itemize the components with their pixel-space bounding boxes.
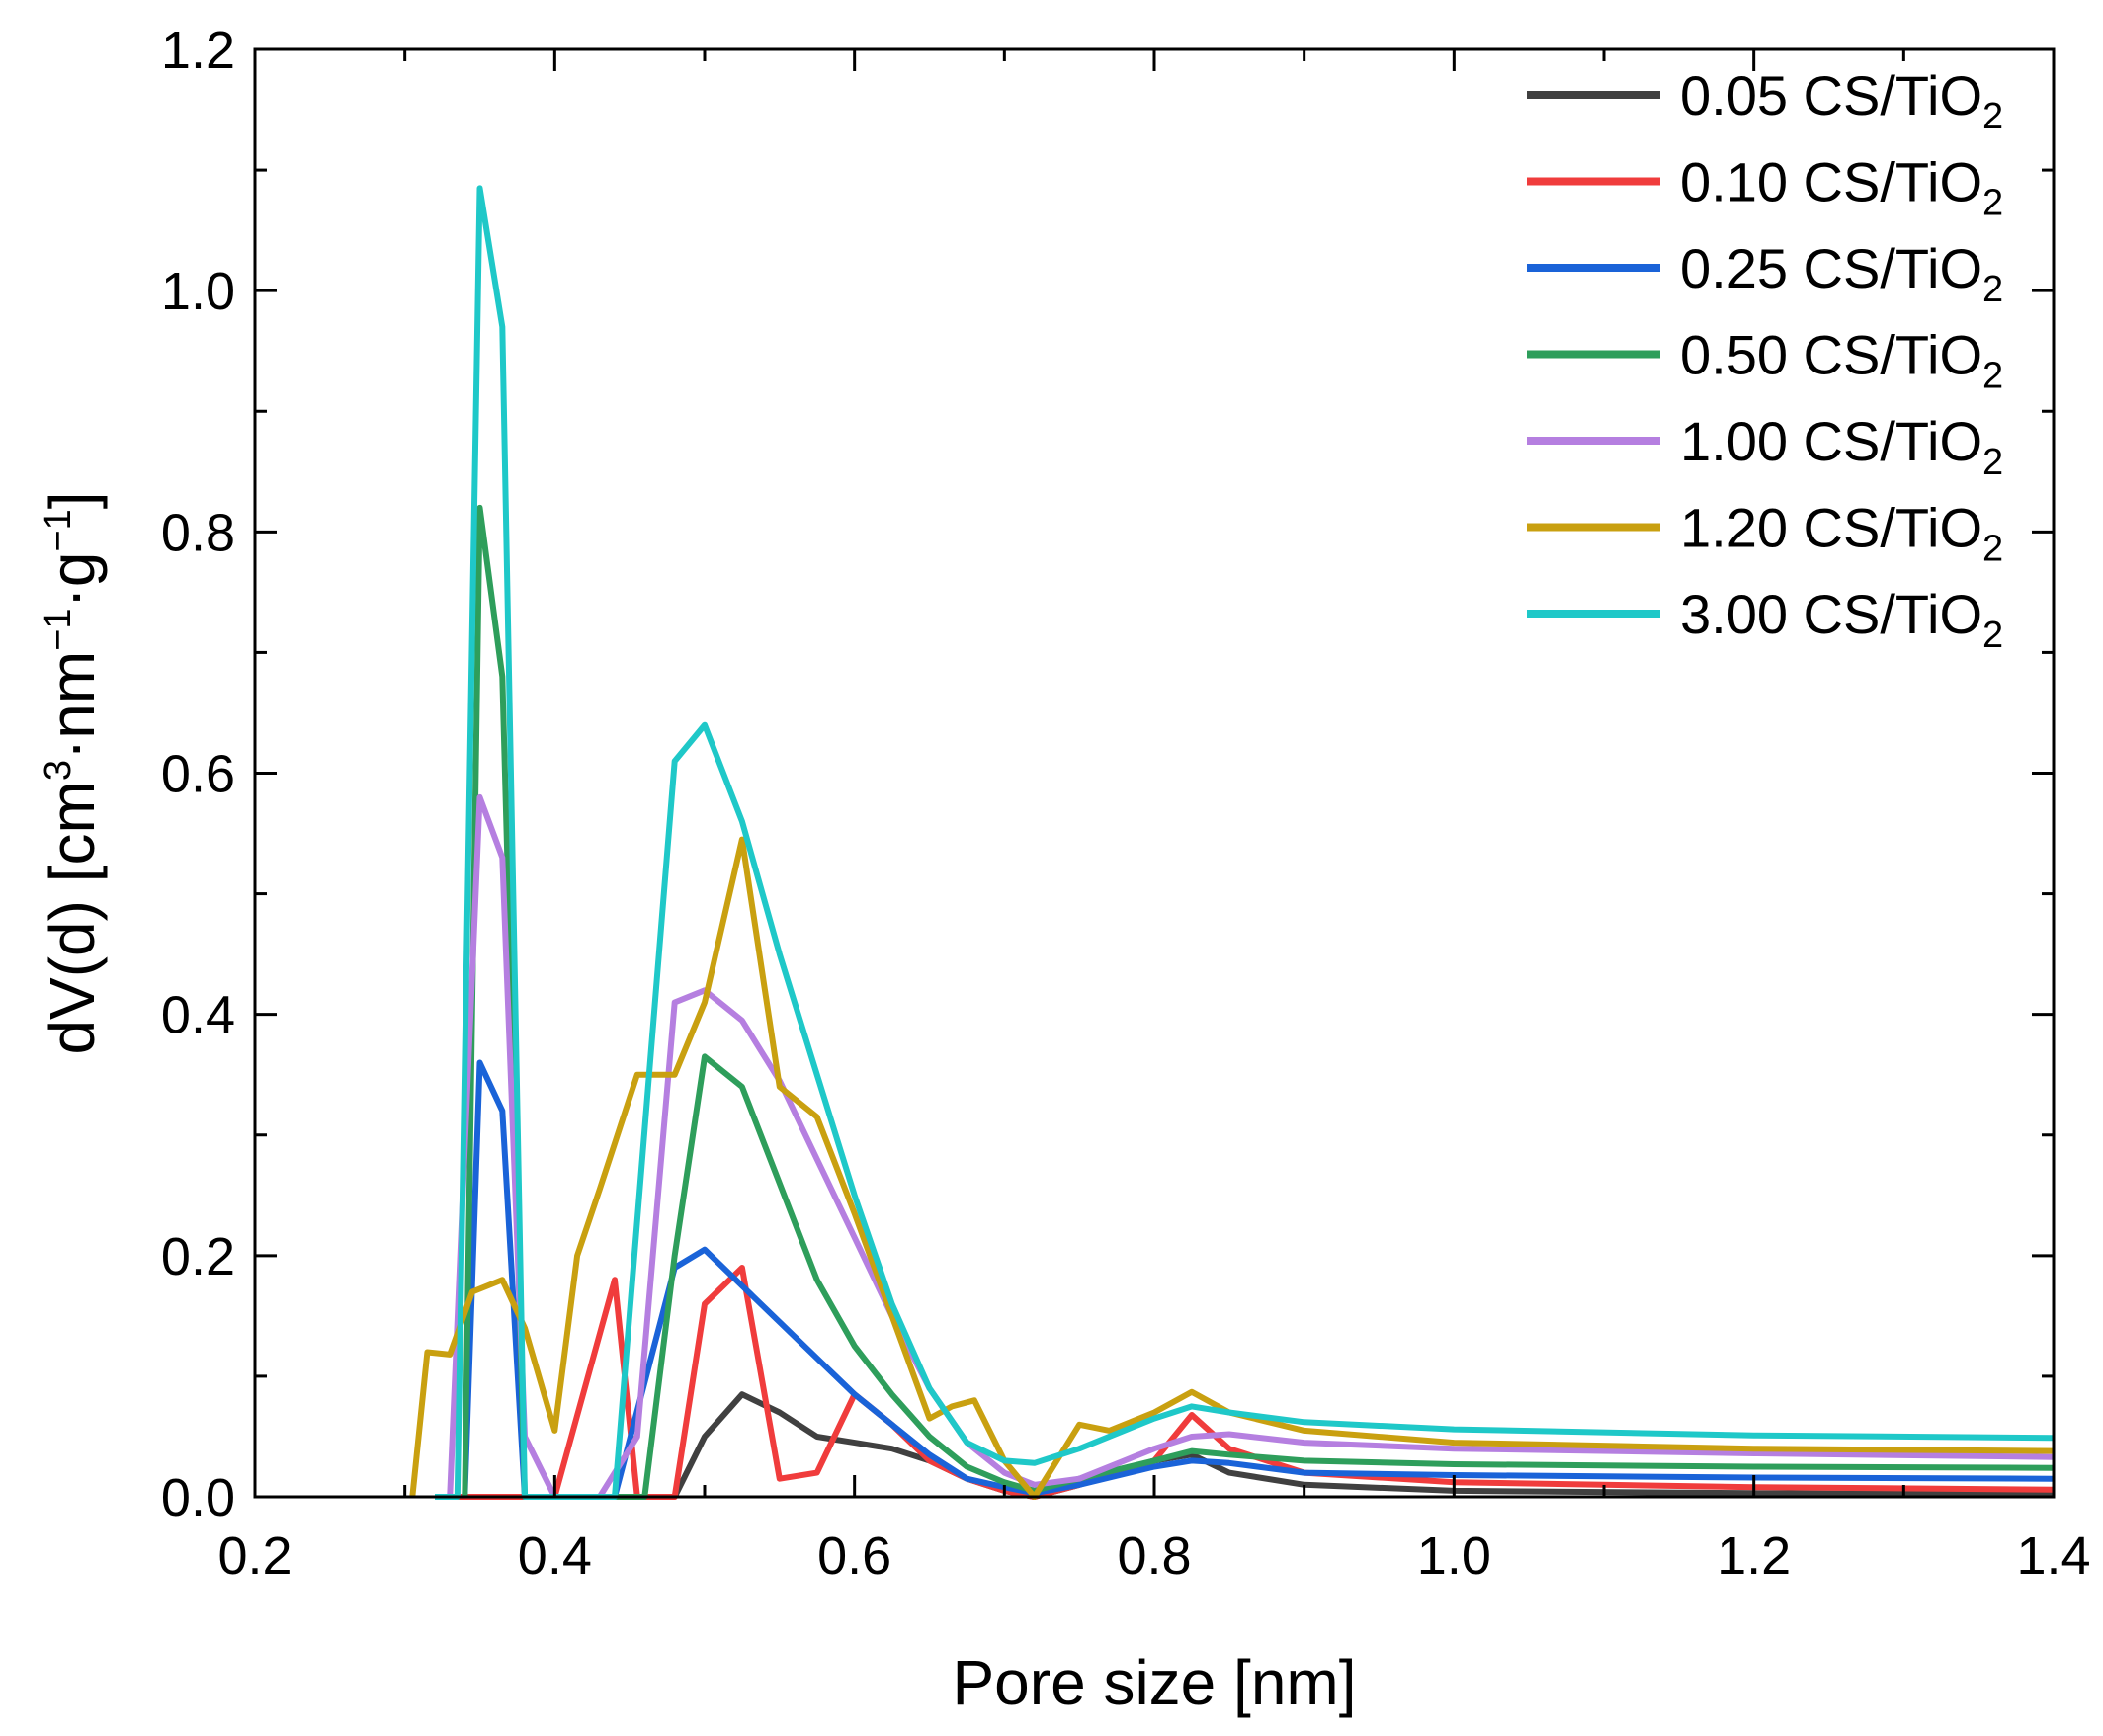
x-tick-label: 0.2 [217,1527,292,1586]
legend-label-subscript: 2 [1982,442,2003,483]
legend-label-subscript: 2 [1982,96,2003,137]
legend-label-text: 0.50 CS/TiO [1680,324,1982,386]
x-tick-label: 0.4 [518,1527,592,1586]
y-tick-label: 0.4 [161,986,235,1045]
legend-item-3: 0.25 CS/TiO2 [1527,237,2003,310]
legend-item-7: 3.00 CS/TiO2 [1527,583,2003,656]
y-tick-label: 1.0 [161,262,235,321]
legend-label: 0.10 CS/TiO2 [1680,151,2003,224]
y-title-part-sup3: −1 [38,509,79,551]
legend-label-text: 0.05 CS/TiO [1680,64,1982,126]
y-title-part-mid2: ·g [37,552,108,609]
x-tick-label: 0.8 [1117,1527,1191,1586]
y-title-part-base: dV(d) [cm [37,781,108,1054]
legend-item-6: 1.20 CS/TiO2 [1527,497,2003,570]
series-line-6 [409,836,2055,1500]
axes-layer: 0.2 0.4 0.6 0.8 1.0 1.2 1.40.00.20.40.60.81.01… [161,21,2091,1586]
legend-label-subscript: 2 [1982,183,2003,224]
legend-label-text: 1.00 CS/TiO [1680,410,1982,472]
legend-label-subscript: 2 [1982,529,2003,570]
legend-label-text: 1.20 CS/TiO [1680,497,1982,559]
y-tick-label: 0.2 [161,1227,235,1286]
x-axis-title: Pore size [nm] [952,1647,1356,1718]
x-tick-label: 1.2 [1717,1527,1791,1586]
y-tick-label: 0.8 [161,503,235,562]
legend-label-text: 3.00 CS/TiO [1680,583,1982,645]
legend-label-text: 0.25 CS/TiO [1680,237,1982,299]
x-tick-label: 1.4 [2016,1527,2090,1586]
x-tick-label: 1.0 [1417,1527,1491,1586]
legend-label: 0.05 CS/TiO2 [1680,64,2003,137]
legend-item-1: 0.05 CS/TiO2 [1527,64,2003,137]
y-title-part-mid: ·nm [37,651,108,760]
x-tick-label: 0.6 [817,1527,891,1586]
y-tick-label: 1.2 [161,21,235,80]
legend-label: 0.50 CS/TiO2 [1680,324,2003,397]
y-tick-label: 0.0 [161,1468,235,1528]
legend-item-4: 0.50 CS/TiO2 [1527,324,2003,397]
legend-item-2: 0.10 CS/TiO2 [1527,151,2003,224]
legend-label: 0.25 CS/TiO2 [1680,237,2003,310]
y-tick-label: 0.6 [161,745,235,804]
y-title-part-end: ] [37,491,108,509]
y-title-part-sup2: −1 [38,608,79,650]
legend-label-subscript: 2 [1982,356,2003,397]
legend-label: 1.00 CS/TiO2 [1680,410,2003,483]
legend-label: 3.00 CS/TiO2 [1680,583,2003,656]
legend-item-5: 1.00 CS/TiO2 [1527,410,2003,483]
legend-label-text: 0.10 CS/TiO [1680,151,1982,213]
legend-label: 1.20 CS/TiO2 [1680,497,2003,570]
legend-label-subscript: 2 [1982,269,2003,310]
series-line-3 [462,1059,2055,1500]
y-title-part-sup1: 3 [38,760,79,781]
y-axis-title: dV(d) [cm3·nm−1·g−1] [37,491,108,1054]
legend-label-subscript: 2 [1982,615,2003,656]
